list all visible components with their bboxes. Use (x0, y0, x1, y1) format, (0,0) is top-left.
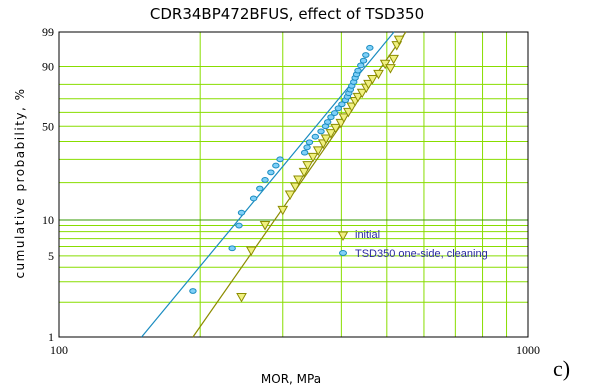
point-initial (388, 54, 399, 65)
point-initial (330, 123, 342, 134)
point-tsd350 (305, 139, 314, 146)
point-tsd350 (362, 52, 370, 58)
fit-lines (141, 31, 407, 338)
point-initial (385, 64, 396, 74)
panel-label: c) (553, 356, 571, 381)
point-tsd350 (235, 222, 243, 229)
legend: initial TSD350 one-side, cleaning (337, 229, 488, 260)
point-initial (338, 113, 350, 123)
y-tick-label: 10 (42, 213, 54, 227)
legend-marker-tsd350 (339, 250, 347, 256)
plot-frame (58, 31, 529, 338)
point-tsd350 (366, 44, 374, 51)
point-tsd350 (323, 119, 332, 125)
point-tsd350 (189, 288, 197, 294)
point-initial (352, 92, 364, 103)
point-tsd350 (237, 209, 246, 216)
x-axis-label: MOR, MPa (261, 372, 321, 386)
point-tsd350 (354, 67, 362, 74)
point-initial (325, 129, 337, 139)
y-tick-label: 5 (48, 249, 54, 263)
point-tsd350 (249, 195, 258, 202)
point-initial (363, 79, 374, 90)
point-initial (367, 75, 378, 85)
point-tsd350 (357, 62, 365, 69)
legend-marker-initial (337, 231, 349, 242)
point-initial (346, 102, 358, 112)
x-tick-label: 1000 (516, 343, 540, 357)
point-initial (312, 146, 324, 156)
y-axis-label: cumulative probability, % (13, 87, 27, 278)
legend-label-tsd350: TSD350 one-side, cleaning (355, 248, 488, 260)
grid (59, 32, 528, 337)
point-tsd350 (261, 177, 269, 183)
point-tsd350 (330, 110, 339, 116)
point-tsd350 (267, 169, 275, 176)
y-tick-labels: 1 5 10 50 90 99 (42, 25, 54, 344)
y-tick-label: 50 (42, 119, 54, 133)
y-tick-label: 99 (42, 25, 54, 39)
point-tsd350 (276, 156, 284, 163)
point-initial (298, 167, 310, 178)
x-tick-labels: 100 1000 (50, 343, 540, 357)
y-tick-label: 90 (42, 60, 54, 74)
point-tsd350 (228, 245, 236, 252)
data-points (189, 35, 405, 303)
point-initial (259, 221, 271, 231)
point-tsd350 (338, 101, 346, 108)
point-initial (393, 35, 405, 46)
point-initial (302, 161, 314, 171)
point-initial (289, 182, 301, 193)
point-initial (236, 292, 247, 303)
point-tsd350 (327, 114, 335, 121)
point-initial (343, 107, 354, 118)
point-tsd350 (272, 162, 280, 169)
legend-label-initial: initial (355, 229, 380, 241)
point-tsd350 (256, 185, 264, 192)
point-tsd350 (317, 128, 325, 135)
point-initial (307, 152, 319, 163)
point-tsd350 (359, 57, 368, 64)
point-initial (277, 205, 289, 216)
point-initial (320, 134, 332, 145)
point-tsd350 (303, 144, 311, 151)
point-tsd350 (300, 149, 309, 156)
x-tick-label: 100 (50, 343, 68, 357)
point-initial (245, 246, 257, 257)
chart-title: CDR34BP472BFUS, effect of TSD350 (150, 5, 424, 23)
point-initial (373, 69, 384, 80)
point-tsd350 (334, 105, 342, 112)
point-initial (293, 175, 304, 185)
point-initial (284, 190, 296, 200)
point-initial (356, 88, 368, 99)
y-tick-label: 1 (48, 330, 54, 344)
point-tsd350 (311, 133, 320, 140)
